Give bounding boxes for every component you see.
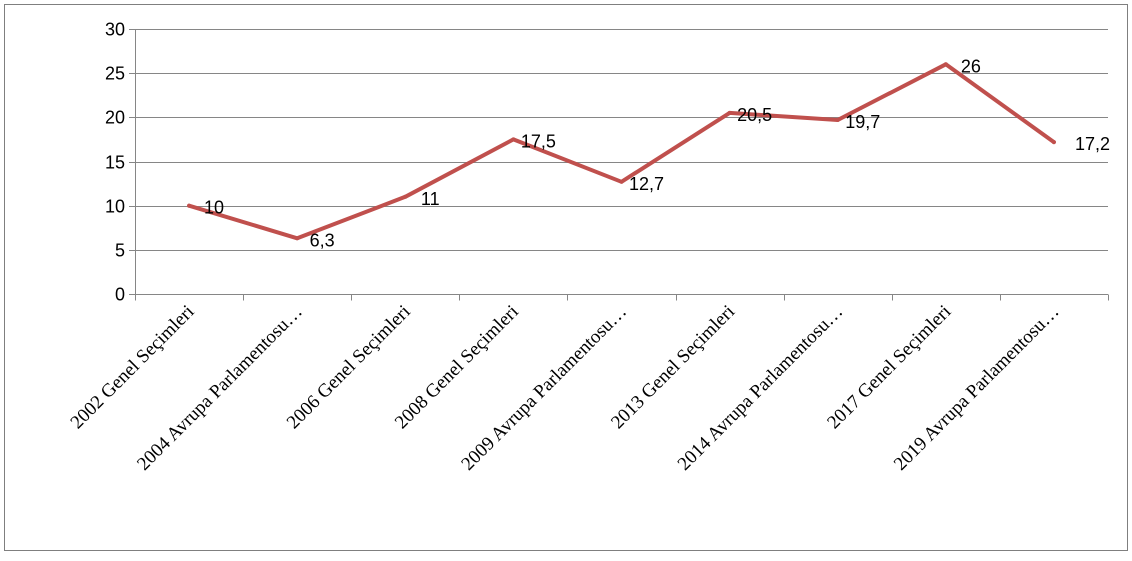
data-point [1051, 140, 1056, 145]
data-point [835, 118, 840, 122]
y-tick-label: 20 [105, 108, 125, 128]
data-point [403, 194, 408, 199]
y-tick-label: 15 [105, 153, 125, 173]
data-label: 17,5 [521, 131, 556, 151]
series [187, 62, 1056, 241]
data-point [295, 236, 300, 241]
chart-border [4, 4, 1128, 551]
data-label: 11 [421, 189, 440, 209]
data-point [619, 179, 624, 184]
y-tick-label: 25 [105, 64, 125, 84]
data-label: 19,7 [845, 112, 880, 132]
y-tick-label: 0 [115, 285, 125, 305]
y-tick-label: 10 [105, 197, 125, 217]
data-label: 12,7 [629, 174, 664, 194]
data-label: 17,2 [1075, 134, 1110, 154]
data-point [511, 137, 516, 142]
data-label: 26 [961, 56, 981, 76]
data-point [943, 62, 948, 67]
axes [129, 29, 1109, 301]
data-point [187, 203, 192, 208]
gridlines [135, 29, 1108, 251]
y-tick-label: 30 [105, 20, 125, 40]
data-label: 10 [204, 198, 224, 218]
data-label: 6,3 [310, 230, 335, 250]
data-point [727, 110, 732, 115]
y-axis-tick-labels: 0 5 10 15 20 25 30 [105, 20, 125, 305]
y-tick-label: 5 [115, 241, 125, 261]
data-labels: 10 6,3 11 17,5 12,7 20,5 19,7 26 17,2 [204, 56, 1110, 250]
data-label: 20,5 [737, 105, 772, 125]
